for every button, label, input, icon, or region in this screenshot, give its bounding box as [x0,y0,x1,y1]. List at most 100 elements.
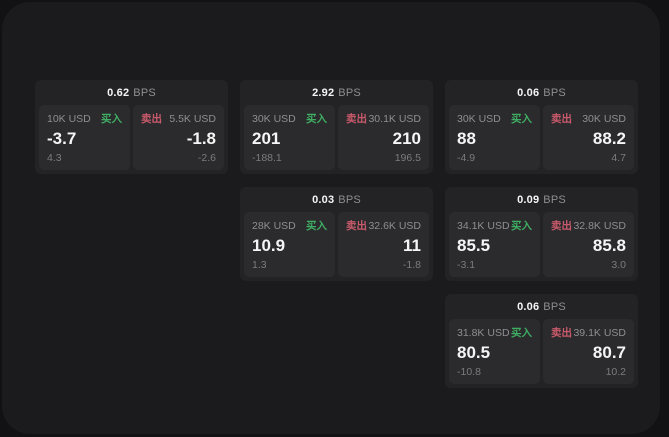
buy-side-label: 买入 [101,113,122,125]
bps-unit-label: BPS [543,300,566,313]
buy-panel[interactable]: 10K USD 买入 -3.7 4.3 [39,105,130,170]
bps-unit-label: BPS [543,193,566,206]
sell-size-label: 32.6K USD [368,220,421,232]
sell-panel[interactable]: 卖出 5.5K USD -1.8 -2.6 [133,105,224,170]
quote-panels: 34.1K USD 买入 85.5 -3.1 卖出 32.8K USD 85.8… [445,212,638,281]
card-header: 0.06 BPS [445,294,638,319]
sell-price: 88.2 [592,129,626,148]
buy-delta: 1.3 [252,259,267,271]
sell-size-label: 32.8K USD [573,220,626,232]
buy-panel-top: 28K USD 买入 [252,220,327,232]
sell-side-label: 卖出 [346,113,367,125]
sell-price: 11 [403,236,421,255]
sell-price: 80.7 [592,343,626,362]
sell-price: 210 [392,129,421,148]
card-header: 0.03 BPS [240,187,433,212]
sell-side-label: 卖出 [346,220,367,232]
bps-value: 0.06 [517,86,540,99]
quote-card: 2.92 BPS 30K USD 买入 201 -188.1 卖出 30.1K … [240,80,433,174]
buy-delta: -4.9 [457,152,476,164]
sell-delta: 3.0 [611,259,626,271]
quote-card: 0.62 BPS 10K USD 买入 -3.7 4.3 卖出 5.5K USD… [35,80,228,174]
sell-price: 85.8 [592,236,626,255]
sell-size-label: 30K USD [582,113,626,125]
buy-delta: -3.1 [457,259,476,271]
sell-delta: 196.5 [394,152,421,164]
buy-side-label: 买入 [306,113,327,125]
sell-panel-top: 卖出 32.8K USD [551,220,626,232]
buy-delta: 4.3 [47,152,62,164]
bps-unit-label: BPS [338,193,361,206]
bps-unit-label: BPS [543,86,566,99]
card-header: 0.09 BPS [445,187,638,212]
quote-panels: 10K USD 买入 -3.7 4.3 卖出 5.5K USD -1.8 -2.… [35,105,228,174]
bps-value: 0.03 [312,193,335,206]
buy-price: 80.5 [457,343,491,362]
sell-panel[interactable]: 卖出 32.6K USD 11 -1.8 [338,212,429,277]
buy-price: 85.5 [457,236,491,255]
sell-delta: -2.6 [197,152,216,164]
sell-side-label: 卖出 [551,113,572,125]
buy-price: 88 [457,129,476,148]
buy-side-label: 买入 [511,327,532,339]
sell-side-label: 卖出 [551,220,572,232]
buy-size-label: 10K USD [47,113,91,125]
sell-delta: 4.7 [611,152,626,164]
sell-panel-top: 卖出 30.1K USD [346,113,421,125]
quote-card: 0.09 BPS 34.1K USD 买入 85.5 -3.1 卖出 32.8K… [445,187,638,281]
quote-panels: 31.8K USD 买入 80.5 -10.8 卖出 39.1K USD 80.… [445,319,638,388]
sell-side-label: 卖出 [141,113,162,125]
app-window: 0.62 BPS 10K USD 买入 -3.7 4.3 卖出 5.5K USD… [2,2,660,434]
sell-price: -1.8 [186,129,216,148]
sell-size-label: 39.1K USD [573,327,626,339]
quote-card: 0.03 BPS 28K USD 买入 10.9 1.3 卖出 32.6K US… [240,187,433,281]
sell-panel[interactable]: 卖出 30.1K USD 210 196.5 [338,105,429,170]
buy-size-label: 30K USD [457,113,501,125]
buy-side-label: 买入 [511,220,532,232]
card-header: 0.62 BPS [35,80,228,105]
sell-panel[interactable]: 卖出 32.8K USD 85.8 3.0 [543,212,634,277]
bps-value: 0.06 [517,300,540,313]
buy-panel-top: 10K USD 买入 [47,113,122,125]
card-header: 2.92 BPS [240,80,433,105]
buy-panel[interactable]: 30K USD 买入 88 -4.9 [449,105,540,170]
sell-side-label: 卖出 [551,327,572,339]
buy-panel[interactable]: 31.8K USD 买入 80.5 -10.8 [449,319,540,384]
buy-panel[interactable]: 28K USD 买入 10.9 1.3 [244,212,335,277]
bps-value: 2.92 [312,86,335,99]
sell-delta: -1.8 [402,259,421,271]
sell-panel[interactable]: 卖出 39.1K USD 80.7 10.2 [543,319,634,384]
cards-grid: 0.62 BPS 10K USD 买入 -3.7 4.3 卖出 5.5K USD… [35,80,638,388]
sell-panel[interactable]: 卖出 30K USD 88.2 4.7 [543,105,634,170]
sell-panel-top: 卖出 30K USD [551,113,626,125]
sell-delta: 10.2 [605,366,626,378]
bps-unit-label: BPS [133,86,156,99]
sell-panel-top: 卖出 39.1K USD [551,327,626,339]
quote-panels: 30K USD 买入 88 -4.9 卖出 30K USD 88.2 4.7 [445,105,638,174]
quote-panels: 30K USD 买入 201 -188.1 卖出 30.1K USD 210 1… [240,105,433,174]
bps-value: 0.62 [107,86,130,99]
sell-size-label: 30.1K USD [368,113,421,125]
buy-delta: -10.8 [457,366,481,378]
buy-delta: -188.1 [252,152,282,164]
sell-panel-top: 卖出 5.5K USD [141,113,216,125]
buy-panel-top: 30K USD 买入 [457,113,532,125]
buy-panel[interactable]: 34.1K USD 买入 85.5 -3.1 [449,212,540,277]
buy-price: 10.9 [252,236,286,255]
buy-panel-top: 31.8K USD 买入 [457,327,532,339]
buy-size-label: 28K USD [252,220,296,232]
buy-panel-top: 30K USD 买入 [252,113,327,125]
buy-price: 201 [252,129,281,148]
bps-value: 0.09 [517,193,540,206]
buy-panel[interactable]: 30K USD 买入 201 -188.1 [244,105,335,170]
card-header: 0.06 BPS [445,80,638,105]
buy-price: -3.7 [47,129,77,148]
sell-size-label: 5.5K USD [169,113,216,125]
buy-side-label: 买入 [306,220,327,232]
quote-panels: 28K USD 买入 10.9 1.3 卖出 32.6K USD 11 -1.8 [240,212,433,281]
buy-size-label: 31.8K USD [457,327,510,339]
buy-side-label: 买入 [511,113,532,125]
quote-card: 0.06 BPS 31.8K USD 买入 80.5 -10.8 卖出 39.1… [445,294,638,388]
quote-card: 0.06 BPS 30K USD 买入 88 -4.9 卖出 30K USD 8… [445,80,638,174]
